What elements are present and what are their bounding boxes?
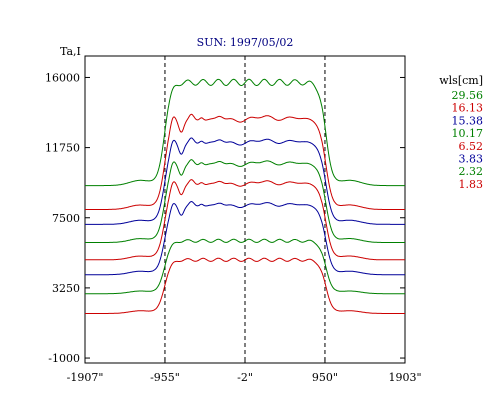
limb-markers (164, 56, 326, 363)
legend-entry: 10.17 (452, 127, 484, 140)
series-line (85, 159, 405, 243)
x-tick-label: -2" (237, 371, 253, 384)
y-tick-label: -1000 (48, 352, 80, 365)
legend-entry: 15.38 (452, 114, 484, 127)
series-line (85, 113, 405, 210)
legend-entry: 1.83 (459, 178, 484, 191)
x-tick-label: 1903" (388, 371, 421, 384)
x-tick-label: -955" (150, 371, 180, 384)
x-axis: -1907" -955" -2" 950" 1903" (67, 358, 422, 384)
series-line (85, 137, 405, 225)
legend-entry: 2.32 (459, 165, 484, 178)
series-layer (85, 78, 405, 314)
y-axis: 16000 11750 7500 3250 -1000 (45, 71, 405, 365)
series-line (85, 238, 405, 295)
x-tick-label: -1907" (67, 371, 104, 384)
y-tick-label: 7500 (52, 212, 80, 225)
y-tick-label: 11750 (45, 142, 80, 155)
y-tick-label: 16000 (45, 71, 80, 84)
legend-entry: 3.83 (459, 153, 484, 166)
legend-title: wls[cm] (439, 74, 483, 87)
series-line (85, 200, 405, 276)
y-axis-label: Ta,I (60, 45, 81, 58)
legend-entry: 29.56 (452, 89, 484, 102)
legend-entry: 16.13 (452, 102, 484, 115)
series-line (85, 257, 405, 314)
y-tick-label: 3250 (52, 282, 80, 295)
series-line (85, 179, 405, 261)
x-tick-label: 950" (312, 371, 338, 384)
series-line (85, 78, 405, 187)
legend-entry: 6.52 (459, 140, 484, 153)
chart-title: SUN: 1997/05/02 (197, 36, 294, 49)
